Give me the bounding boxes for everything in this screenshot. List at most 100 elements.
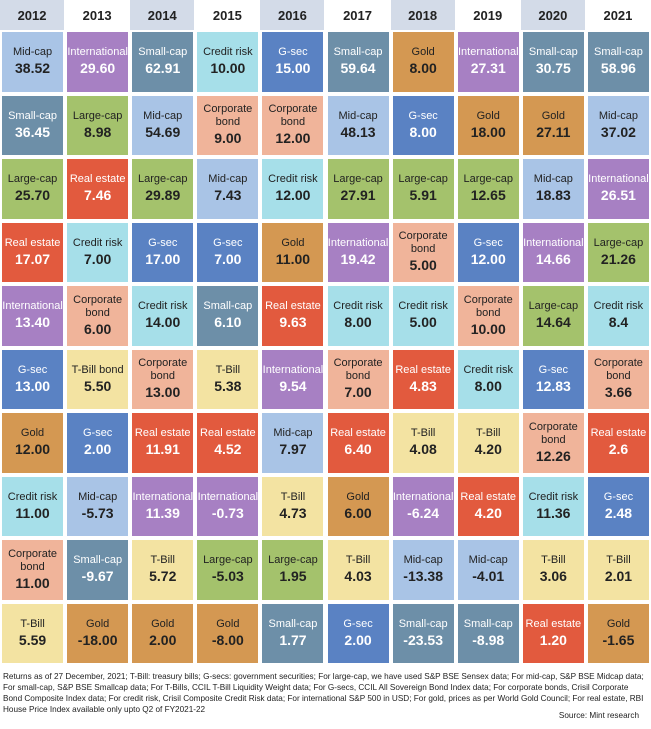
asset-cell: Corporate bond 13.00 (130, 347, 196, 411)
asset-label: Real estate (69, 173, 126, 186)
asset-label: T-Bill (20, 617, 45, 630)
asset-label: Gold (151, 617, 175, 630)
asset-cell: International 29.60 (65, 30, 131, 94)
asset-label: Large-cap (593, 236, 644, 249)
asset-cell: International 26.51 (585, 157, 651, 221)
asset-label: Mid-cap (533, 173, 573, 186)
asset-cell: Corporate bond 9.00 (195, 93, 261, 157)
asset-cell: Mid-cap -4.01 (455, 538, 521, 602)
asset-label: Credit risk (137, 300, 188, 313)
return-value: 2.00 (84, 441, 112, 458)
asset-cell: Corporate bond 5.00 (390, 220, 456, 284)
asset-label: International (327, 236, 389, 249)
return-value: 59.64 (340, 60, 376, 77)
return-value: 1.77 (279, 631, 307, 648)
asset-label: Large-cap (333, 173, 383, 186)
return-value: 2.6 (608, 441, 629, 458)
asset-label: Small-cap (398, 617, 448, 630)
asset-cell: Gold -1.65 (585, 601, 651, 665)
return-value: 4.20 (474, 504, 502, 521)
asset-cell: Credit risk 12.00 (260, 157, 326, 221)
return-value: 27.31 (470, 60, 506, 77)
asset-label: Small-cap (8, 109, 57, 122)
asset-cell: Mid-cap 18.83 (520, 157, 586, 221)
return-value: -4.01 (472, 568, 505, 585)
return-value: 1.95 (279, 568, 307, 585)
asset-cell: Small-cap 30.75 (520, 30, 586, 94)
return-value: 2.00 (344, 631, 372, 648)
asset-label: Real estate (200, 427, 256, 440)
asset-label: Mid-cap (338, 109, 378, 122)
asset-cell: Corporate bond 10.00 (455, 284, 521, 348)
asset-label: Gold (606, 617, 631, 630)
return-value: 26.51 (600, 187, 636, 204)
asset-label: Credit risk (7, 490, 58, 503)
asset-cell: T-Bill 4.08 (390, 411, 456, 475)
asset-cell: Large-cap 29.89 (130, 157, 196, 221)
asset-cell: Small-cap 1.77 (260, 601, 326, 665)
asset-label: Credit risk (398, 300, 448, 313)
asset-cell: Gold 6.00 (325, 474, 391, 538)
asset-cell: Credit risk 10.00 (195, 30, 261, 94)
return-value: 6.00 (84, 320, 112, 337)
asset-label: Large-cap (203, 554, 253, 567)
asset-label: International (67, 46, 128, 59)
return-value: 4.73 (279, 504, 307, 521)
asset-cell: Large-cap 8.98 (65, 93, 131, 157)
return-value: 27.91 (340, 187, 376, 204)
return-value: 7.97 (279, 441, 307, 458)
asset-cell: G-sec 15.00 (260, 30, 326, 94)
return-value: 12.65 (470, 187, 506, 204)
asset-label: Large-cap (137, 173, 188, 186)
return-value: -23.53 (403, 631, 443, 648)
return-value: 37.02 (600, 123, 636, 140)
asset-label: T-Bill (410, 427, 436, 440)
asset-label: Gold (476, 109, 500, 122)
return-value: 11.39 (145, 504, 180, 521)
chart-source: Source: Mint research (558, 711, 639, 720)
asset-label: Large-cap (268, 554, 318, 567)
asset-label: International (197, 490, 259, 503)
asset-cell: Corporate bond 3.66 (585, 347, 651, 411)
return-value: 10.00 (210, 60, 246, 77)
asset-label: Large-cap (528, 300, 579, 313)
return-value: 11.36 (536, 504, 571, 521)
return-value: 12.00 (470, 250, 506, 267)
asset-cell: Gold -18.00 (65, 601, 131, 665)
asset-label: T-Bill (541, 554, 566, 567)
asset-label: Real estate (590, 427, 647, 440)
return-value: 3.06 (539, 568, 567, 585)
return-value: 12.00 (275, 130, 311, 147)
return-value: 9.63 (279, 314, 307, 331)
return-value: 36.45 (15, 123, 51, 140)
asset-cell: G-sec 2.00 (65, 411, 131, 475)
return-value: -6.24 (407, 504, 440, 521)
asset-label: Credit risk (333, 300, 383, 313)
asset-cell: Real estate 9.63 (260, 284, 326, 348)
asset-cell: G-sec 12.83 (520, 347, 586, 411)
asset-label: Small-cap (333, 46, 383, 59)
asset-label: Small-cap (463, 617, 513, 630)
return-value: -13.38 (403, 568, 443, 585)
return-value: 38.52 (15, 60, 51, 77)
asset-label: T-Bill (280, 490, 306, 503)
return-value: 12.26 (535, 447, 571, 464)
asset-label: Corporate bond (138, 357, 188, 383)
asset-cell: Mid-cap -5.73 (65, 474, 131, 538)
asset-cell: G-sec 8.00 (390, 93, 456, 157)
asset-cell: International -0.73 (195, 474, 261, 538)
asset-cell: International 19.42 (325, 220, 391, 284)
return-value: -9.67 (81, 568, 114, 585)
return-value: 12.00 (275, 187, 311, 204)
return-value: 7.43 (214, 187, 242, 204)
asset-label: Real estate (134, 427, 191, 440)
asset-cell: International 11.39 (130, 474, 196, 538)
return-value: 4.03 (344, 568, 372, 585)
asset-label: G-sec (213, 236, 243, 249)
return-value: 6.10 (214, 314, 242, 331)
asset-label: Corporate bond (268, 103, 318, 129)
return-value: 3.66 (604, 384, 633, 401)
asset-label: Gold (541, 109, 565, 122)
asset-label: Mid-cap (403, 554, 443, 567)
asset-cell: T-Bill 5.72 (130, 538, 196, 602)
